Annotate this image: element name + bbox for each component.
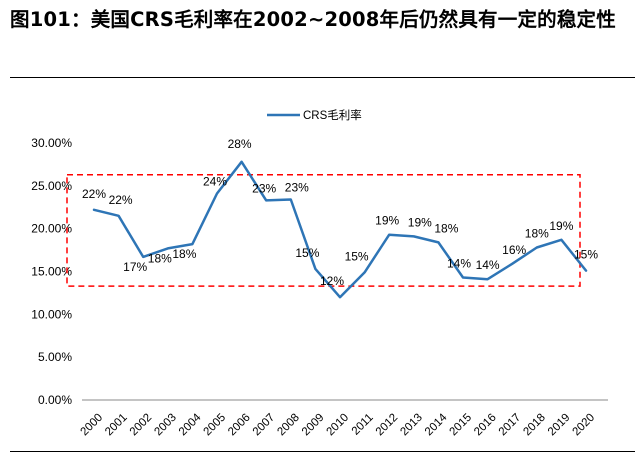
data-label: 14% xyxy=(447,256,471,270)
x-tick-label: 2015 xyxy=(448,412,475,439)
data-label: 22% xyxy=(109,193,133,207)
data-label: 24% xyxy=(203,175,227,189)
data-label: 15% xyxy=(295,246,319,260)
x-tick-label: 2007 xyxy=(251,412,278,439)
data-label: 19% xyxy=(408,215,432,229)
y-tick-label: 10.00% xyxy=(31,307,72,321)
figure-title: 图101：美国CRS毛利率在2002~2008年后仍然具有一定的稳定性 xyxy=(10,8,616,31)
x-tick-label: 2002 xyxy=(128,412,155,439)
data-label: 12% xyxy=(320,274,344,288)
x-tick-label: 2001 xyxy=(103,412,130,439)
data-label: 14% xyxy=(476,258,500,272)
x-tick-label: 2014 xyxy=(423,411,450,438)
x-tick-label: 2019 xyxy=(546,412,573,439)
legend-label: CRS毛利率 xyxy=(303,108,362,122)
x-tick-label: 2016 xyxy=(472,412,499,439)
x-tick-label: 2000 xyxy=(79,412,106,439)
data-label: 28% xyxy=(228,137,252,151)
y-tick-label: 25.00% xyxy=(31,179,72,193)
data-label: 19% xyxy=(549,219,573,233)
data-label: 23% xyxy=(252,181,276,195)
x-tick-label: 2010 xyxy=(325,412,352,439)
highlight-box xyxy=(66,173,581,287)
data-label: 19% xyxy=(375,214,399,228)
x-tick-label: 2020 xyxy=(571,412,598,439)
y-tick-label: 0.00% xyxy=(38,393,72,407)
x-tick-label: 2003 xyxy=(152,412,179,439)
x-tick-label: 2005 xyxy=(202,412,229,439)
series-line xyxy=(92,160,588,299)
data-label: 15% xyxy=(574,248,598,262)
data-label: 15% xyxy=(345,249,369,263)
data-label: 18% xyxy=(148,251,172,265)
data-label: 16% xyxy=(502,243,526,257)
x-tick-label: 2017 xyxy=(497,412,524,439)
data-label: 18% xyxy=(525,227,549,241)
x-tick-label: 2006 xyxy=(226,412,253,439)
y-tick-label: 5.00% xyxy=(38,350,72,364)
x-tick-label: 2018 xyxy=(521,412,548,439)
data-label: 23% xyxy=(285,181,309,195)
y-tick-label: 20.00% xyxy=(31,222,72,236)
title-rule xyxy=(10,77,635,78)
x-tick-label: 2008 xyxy=(275,412,302,439)
x-tick-label: 2012 xyxy=(374,412,401,439)
data-label: 18% xyxy=(434,221,458,235)
x-tick-label: 2004 xyxy=(177,411,204,438)
y-tick-label: 30.00% xyxy=(31,136,72,150)
x-tick-label: 2013 xyxy=(398,412,425,439)
data-label: 18% xyxy=(172,247,196,261)
data-label: 17% xyxy=(123,260,147,274)
data-label: 22% xyxy=(82,187,106,201)
y-tick-label: 15.00% xyxy=(31,265,72,279)
x-tick-label: 2009 xyxy=(300,412,327,439)
x-tick-label: 2011 xyxy=(350,412,376,438)
bottom-rule xyxy=(10,451,635,452)
